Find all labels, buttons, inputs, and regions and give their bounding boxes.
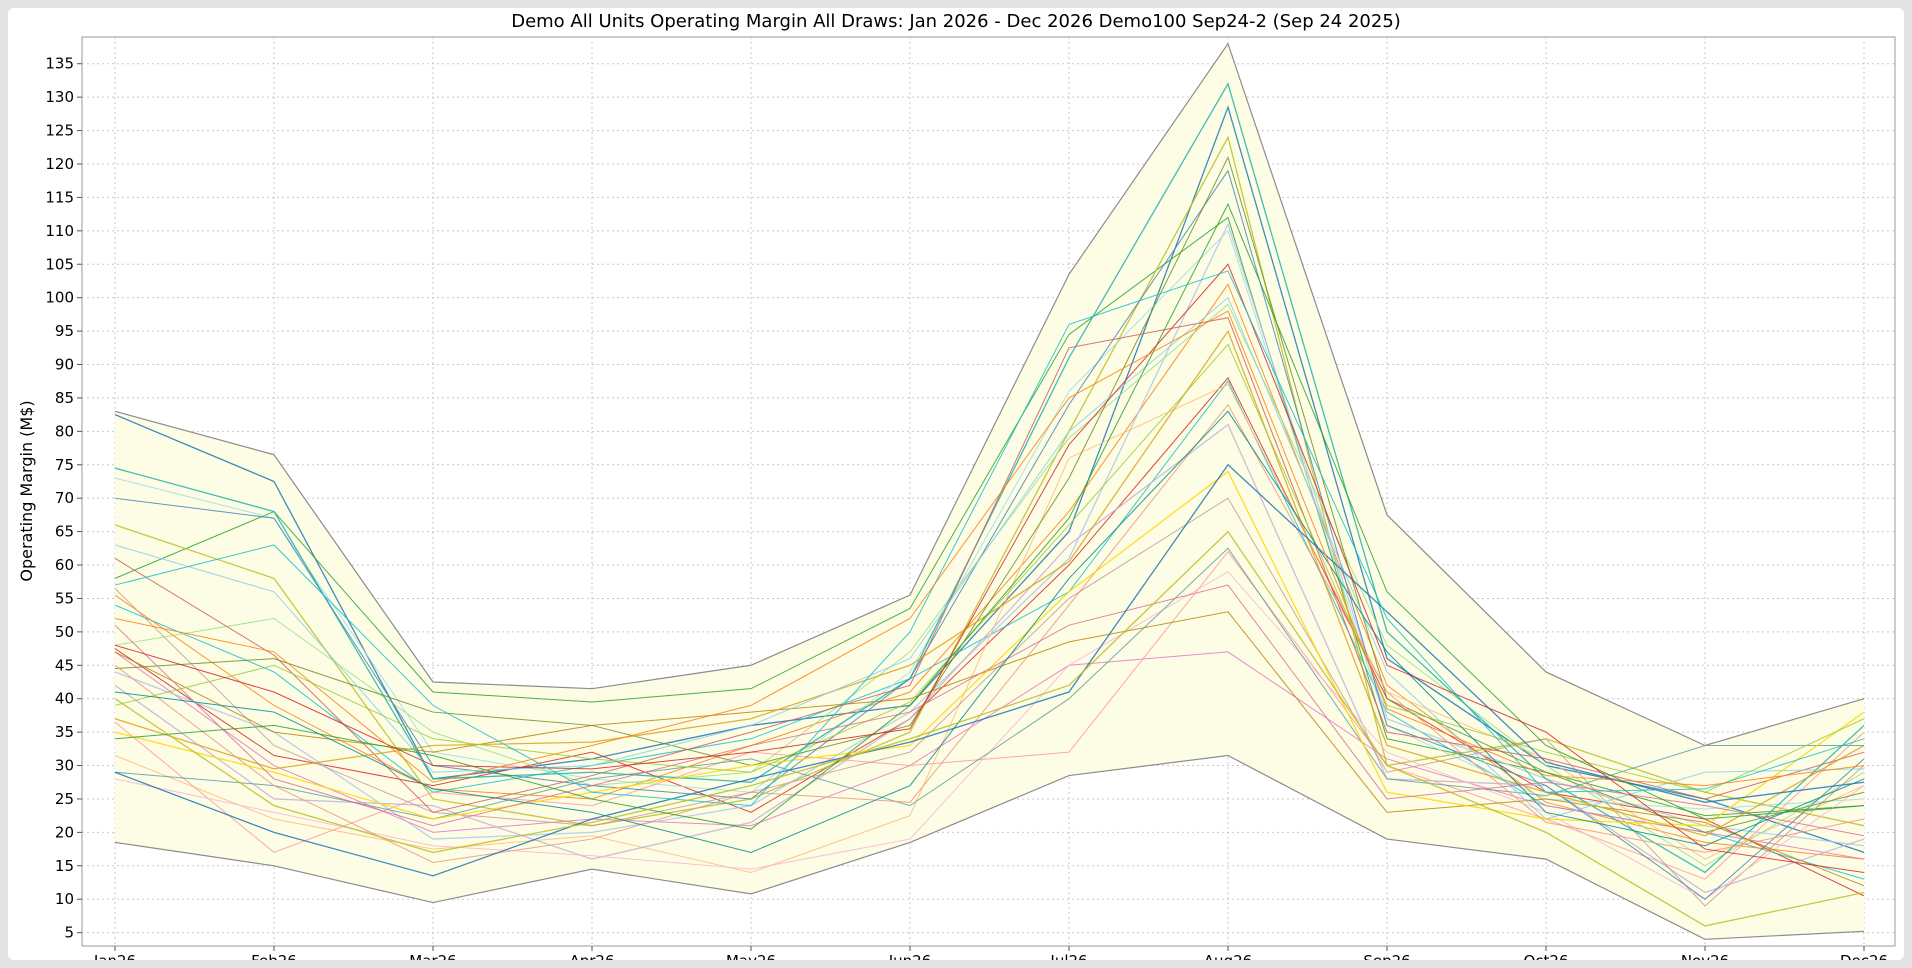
series-line bbox=[114, 82, 1865, 874]
y-tick-label: 60 bbox=[55, 556, 74, 574]
series-line bbox=[114, 202, 1865, 830]
series-line bbox=[114, 135, 1865, 827]
envelope-max-line bbox=[114, 42, 1865, 747]
series-line bbox=[114, 423, 1865, 894]
x-tick-label: May26 bbox=[726, 952, 776, 960]
series-line bbox=[114, 403, 1865, 863]
y-tick-label: 110 bbox=[45, 222, 74, 240]
chart-panel: 5 10 15 20 25 30 35 40 45 50 55 60 65 70 75 80 85 90 95 100… bbox=[8, 8, 1904, 960]
y-tick-label: 35 bbox=[55, 723, 74, 741]
y-tick-label: 100 bbox=[45, 289, 74, 307]
x-tick-label: Nov26 bbox=[1681, 952, 1729, 960]
y-tick-label: 70 bbox=[55, 489, 74, 507]
y-tick-label: 90 bbox=[55, 356, 74, 374]
x-axis: Jan26 Feb26 Mar26 Apr26 May26 Jun26 Jul26 Aug26… bbox=[93, 946, 1888, 960]
series-line bbox=[114, 530, 1865, 927]
x-tick-label: Sep26 bbox=[1363, 952, 1410, 960]
y-tick-label: 55 bbox=[55, 589, 74, 607]
series-line bbox=[114, 169, 1865, 900]
y-tick-label: 30 bbox=[55, 757, 74, 775]
y-tick-label: 115 bbox=[45, 188, 74, 206]
y-tick-label: 5 bbox=[64, 924, 74, 942]
chart-title: Demo All Units Operating Margin All Draw… bbox=[511, 11, 1401, 32]
y-tick-label: 80 bbox=[55, 422, 74, 440]
series-line bbox=[114, 584, 1865, 837]
series-lines bbox=[114, 82, 1865, 927]
y-tick-label: 105 bbox=[45, 255, 74, 273]
y-tick-label: 85 bbox=[55, 389, 74, 407]
y-tick-label: 65 bbox=[55, 523, 74, 541]
series-line bbox=[114, 497, 1865, 907]
series-line bbox=[114, 263, 1865, 873]
y-tick-label: 15 bbox=[55, 857, 74, 875]
y-axis: 5 10 15 20 25 30 35 40 45 50 55 60 65 70 75 80 85 90 95 100… bbox=[45, 55, 82, 942]
y-tick-label: 130 bbox=[45, 88, 74, 106]
y-tick-label: 25 bbox=[55, 790, 74, 808]
x-tick-label: Aug26 bbox=[1204, 952, 1252, 960]
y-tick-label: 95 bbox=[55, 322, 74, 340]
y-tick-label: 135 bbox=[45, 55, 74, 73]
envelope-band bbox=[115, 43, 1864, 940]
y-tick-label: 40 bbox=[55, 690, 74, 708]
y-tick-label: 120 bbox=[45, 155, 74, 173]
series-line bbox=[114, 376, 1865, 897]
y-tick-label: 50 bbox=[55, 623, 74, 641]
y-tick-label: 20 bbox=[55, 823, 74, 841]
series-line bbox=[114, 222, 1865, 847]
y-tick-label: 125 bbox=[45, 122, 74, 140]
series-line bbox=[114, 105, 1865, 854]
x-tick-label: Apr26 bbox=[569, 952, 614, 960]
y-tick-label: 45 bbox=[55, 656, 74, 674]
envelope-min-line bbox=[114, 754, 1865, 940]
series-line bbox=[114, 463, 1865, 877]
envelope-fill bbox=[115, 43, 1864, 940]
envelope-lines bbox=[114, 42, 1865, 940]
series-line bbox=[114, 547, 1864, 820]
series-line bbox=[114, 310, 1865, 787]
x-tick-label: Jan26 bbox=[93, 952, 136, 960]
x-tick-label: Dec26 bbox=[1840, 952, 1888, 960]
x-tick-label: Oct26 bbox=[1523, 952, 1568, 960]
x-tick-label: Feb26 bbox=[251, 952, 297, 960]
y-tick-label: 75 bbox=[55, 456, 74, 474]
x-tick-label: Jul26 bbox=[1049, 952, 1087, 960]
series-line bbox=[114, 270, 1865, 807]
series-line bbox=[114, 343, 1865, 793]
series-line bbox=[114, 317, 1865, 813]
series-line bbox=[114, 410, 1865, 853]
line-chart: 5 10 15 20 25 30 35 40 45 50 55 60 65 70 75 80 85 90 95 100… bbox=[17, 11, 1896, 960]
y-tick-label: 10 bbox=[55, 890, 74, 908]
x-tick-label: Mar26 bbox=[409, 952, 456, 960]
x-tick-label: Jun26 bbox=[888, 952, 932, 960]
series-line bbox=[114, 216, 1865, 817]
series-line bbox=[114, 296, 1865, 820]
series-line bbox=[114, 550, 1865, 880]
y-axis-label: Operating Margin (M$) bbox=[17, 400, 36, 581]
series-line bbox=[114, 155, 1865, 833]
